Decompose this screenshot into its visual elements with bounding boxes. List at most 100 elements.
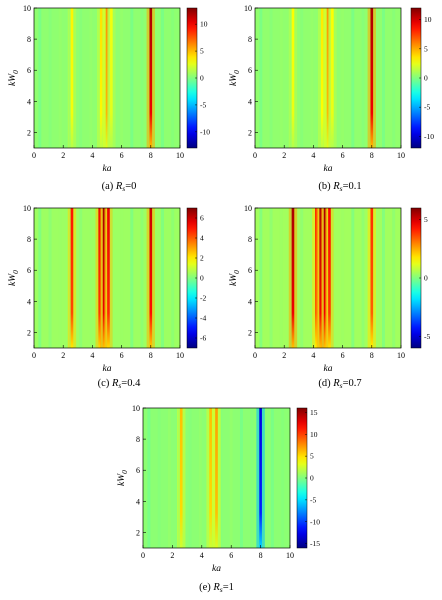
heatmap-texture bbox=[140, 208, 144, 348]
colorbar-tick-label: 0 bbox=[310, 474, 314, 483]
y-axis-label: kW0 bbox=[229, 70, 241, 86]
colorbar-tick-label: -6 bbox=[200, 334, 206, 343]
x-tick-label: 10 bbox=[397, 151, 405, 160]
heatmap-texture bbox=[361, 208, 365, 348]
caption-label: (b) bbox=[318, 181, 333, 192]
heatmap-band bbox=[323, 208, 327, 348]
panel-caption: (b) Rs=0.1 bbox=[318, 181, 361, 193]
heatmap-texture bbox=[279, 208, 283, 348]
heatmap-texture bbox=[229, 408, 233, 548]
x-tick-label: 2 bbox=[170, 551, 174, 560]
heatmap-band bbox=[98, 208, 102, 348]
x-tick-label: 10 bbox=[397, 351, 405, 360]
y-tick-label: 2 bbox=[248, 328, 252, 337]
heatmap-band bbox=[315, 208, 318, 348]
y-tick-label: 10 bbox=[23, 204, 31, 213]
x-tick-label: 4 bbox=[200, 551, 204, 560]
x-axis-label: ka bbox=[324, 164, 333, 174]
x-tick-label: 8 bbox=[149, 351, 153, 360]
colorbar-tick-label: -10 bbox=[424, 132, 434, 141]
axes-frame bbox=[33, 7, 181, 149]
colorbar-tick-label: 5 bbox=[424, 215, 428, 224]
heatmap-band bbox=[99, 8, 103, 148]
heatmap-texture bbox=[140, 8, 144, 148]
heatmap-texture bbox=[300, 8, 304, 148]
heatmap-texture bbox=[48, 208, 52, 348]
x-tick-label: 8 bbox=[370, 351, 374, 360]
heatmap-band bbox=[370, 8, 374, 148]
heatmap-band bbox=[70, 208, 74, 348]
caption-label: (d) bbox=[318, 378, 333, 389]
axes-frame bbox=[33, 207, 181, 349]
heatmap-texture bbox=[382, 208, 385, 348]
colorbar-tick-label: 0 bbox=[200, 274, 204, 283]
caption-subscript: s bbox=[220, 585, 223, 594]
heatmap-panel-a: 0 2 4 6 8 10 2 4 6 8 10 ka kW0 10 5 0 -5 -10 (a) Rs=0 bbox=[8, 4, 210, 193]
caption-value: =1 bbox=[223, 582, 234, 593]
heatmap-band bbox=[291, 8, 295, 148]
x-tick-label: 6 bbox=[120, 351, 124, 360]
heatmap-band bbox=[107, 208, 110, 348]
y-tick-label: 8 bbox=[248, 235, 252, 244]
heatmap-texture bbox=[171, 8, 175, 148]
y-tick-label: 2 bbox=[27, 128, 31, 137]
colorbar-tick-label: 10 bbox=[424, 15, 432, 24]
x-tick-label: 6 bbox=[229, 551, 233, 560]
caption-label: (a) bbox=[102, 181, 116, 192]
heatmap-band bbox=[102, 208, 106, 348]
colorbar-tick-label: -2 bbox=[200, 294, 206, 303]
x-axis-label: ka bbox=[103, 364, 112, 374]
heatmap-texture bbox=[351, 8, 355, 148]
heatmap-texture bbox=[270, 408, 274, 548]
heatmap-band bbox=[149, 208, 153, 348]
x-tick-label: 0 bbox=[253, 151, 257, 160]
x-tick-label: 2 bbox=[61, 351, 65, 360]
y-tick-label: 8 bbox=[27, 35, 31, 44]
heatmap-texture bbox=[259, 208, 263, 348]
y-tick-label: 4 bbox=[27, 297, 31, 306]
heatmap-texture bbox=[130, 208, 134, 348]
colorbar-tick-label: 0 bbox=[424, 274, 428, 283]
x-tick-label: 4 bbox=[311, 151, 315, 160]
heatmap-band bbox=[179, 408, 183, 548]
heatmap-texture bbox=[58, 8, 62, 148]
heatmap-panel-e: 0 2 4 6 8 10 2 4 6 8 10 ka kW0 15 10 5 0 -5 -10 -15 (e) Rs=1 bbox=[117, 404, 320, 594]
heatmap-texture bbox=[300, 208, 304, 348]
caption-value: =0.1 bbox=[343, 181, 362, 192]
colorbar-tick-label: -10 bbox=[310, 517, 320, 526]
heatmap-texture bbox=[281, 408, 285, 548]
x-tick-label: 2 bbox=[282, 351, 286, 360]
x-tick-label: 2 bbox=[61, 151, 65, 160]
colorbar-tick-label: -5 bbox=[200, 100, 206, 109]
x-tick-label: 0 bbox=[253, 351, 257, 360]
heatmap-texture bbox=[361, 8, 365, 148]
heatmap-texture bbox=[250, 408, 254, 548]
colorbar-tick-label: -5 bbox=[310, 495, 316, 504]
x-tick-label: 2 bbox=[282, 151, 286, 160]
x-tick-label: 8 bbox=[259, 551, 263, 560]
heatmap-texture bbox=[157, 408, 161, 548]
heatmap-texture bbox=[48, 8, 52, 148]
heatmap-band bbox=[149, 8, 153, 148]
caption-symbol: R bbox=[115, 181, 123, 192]
y-tick-label: 8 bbox=[27, 235, 31, 244]
y-tick-label: 2 bbox=[136, 528, 140, 537]
heatmap-texture bbox=[310, 208, 314, 348]
caption-label: (c) bbox=[98, 378, 112, 389]
y-tick-label: 4 bbox=[248, 297, 252, 306]
y-axis-label-sub: 0 bbox=[232, 70, 241, 74]
caption-subscript: s bbox=[118, 381, 121, 390]
x-tick-label: 10 bbox=[286, 551, 294, 560]
heatmap-panel-b: 0 2 4 6 8 10 2 4 6 8 10 ka kW0 10 5 0 -5 -10 (b) Rs=0.1 bbox=[229, 4, 434, 193]
heatmap-texture bbox=[279, 8, 283, 148]
heatmap-texture bbox=[38, 208, 42, 348]
caption-subscript: s bbox=[122, 184, 125, 193]
colorbar-tick-label: 4 bbox=[200, 234, 204, 243]
caption-value: =0.4 bbox=[121, 378, 141, 389]
x-tick-label: 0 bbox=[32, 351, 36, 360]
heatmap-band bbox=[370, 208, 374, 348]
y-tick-label: 6 bbox=[27, 266, 31, 275]
caption-label: (e) bbox=[199, 582, 213, 593]
heatmap-band bbox=[326, 8, 330, 148]
